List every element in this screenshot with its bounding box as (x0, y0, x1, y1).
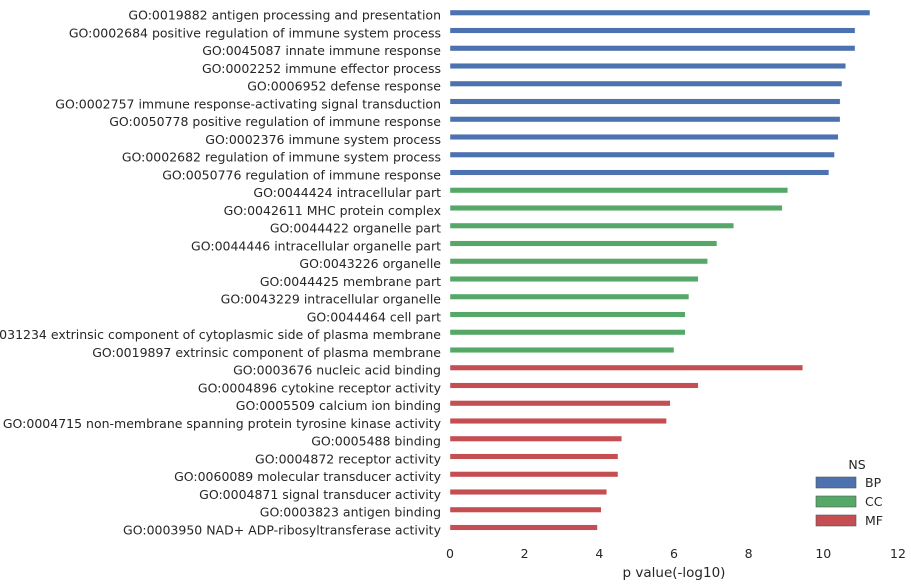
bar-mf (449, 435, 622, 442)
category-label: GO:0044425 membrane part (260, 274, 441, 289)
bar-bp (449, 98, 841, 105)
category-label: GO:0003823 antigen binding (260, 505, 441, 520)
bar-cc (449, 329, 686, 336)
category-label: GO:0002684 positive regulation of immune… (69, 25, 441, 40)
category-label: GO:0043226 organelle (299, 256, 441, 271)
bar-mf (449, 489, 607, 495)
category-label: GO:0044446 intracellular organelle part (191, 238, 441, 253)
x-axis-label: p value(-log10) (623, 565, 726, 581)
category-label: GO:0044464 cell part (307, 309, 441, 324)
bar-cc (449, 222, 734, 229)
category-label: GO:0002376 immune system process (205, 132, 441, 147)
x-tick-label: 4 (595, 546, 603, 561)
category-label: GO:0044424 intracellular part (253, 185, 441, 200)
bar-mf (449, 364, 803, 371)
category-label: GO:0042611 MHC protein complex (224, 203, 441, 218)
category-label: GO:0043229 intracellular organelle (221, 292, 442, 307)
category-label: GO:0004872 receptor activity (255, 451, 442, 466)
x-tick-label: 8 (745, 546, 753, 561)
bar-cc (449, 187, 789, 194)
category-label: GO:0003676 nucleic acid binding (233, 363, 441, 378)
bar-cc (449, 276, 699, 282)
bar-mf (449, 418, 667, 424)
bar-cc (449, 205, 783, 211)
legend-title: NS (848, 457, 865, 472)
category-label: GO:0004871 signal transducer activity (199, 487, 441, 502)
bar-bp (449, 134, 839, 140)
bar-cc (449, 311, 686, 318)
legend: NS BP CC MF (815, 457, 883, 528)
category-label: GO:0002682 regulation of immune system p… (122, 150, 441, 165)
category-label: GO:0003950 NAD+ ADP-ribosyltransferase a… (123, 522, 442, 537)
legend-swatch-bp (815, 476, 857, 489)
bar-bp (449, 45, 856, 52)
bar-mf (449, 524, 598, 531)
bar-mf (449, 453, 619, 460)
legend-label-bp: BP (865, 475, 882, 490)
legend-label-cc: CC (865, 494, 883, 509)
bar-mf (449, 400, 671, 407)
category-label: GO:0002757 immune response-activating si… (55, 96, 441, 111)
x-axis: 0 2 4 6 8 10 12 (446, 546, 906, 561)
legend-swatch-cc (815, 495, 857, 508)
category-label: GO:0002252 immune effector process (202, 61, 441, 76)
bar-cc (449, 240, 718, 247)
category-label: GO:0060089 molecular transducer activity (174, 469, 442, 484)
x-tick-label: 10 (815, 546, 831, 561)
legend-swatch-mf (815, 514, 857, 527)
bar-cc (449, 293, 690, 300)
bar-bp (449, 116, 841, 123)
bar-cc (449, 258, 708, 265)
bar-mf (449, 382, 699, 389)
bar-bp (449, 63, 846, 69)
category-label: GO:0006952 defense response (247, 79, 441, 94)
category-label: GO:0044422 organelle part (270, 221, 441, 236)
bar-bp (449, 169, 830, 176)
bar-bp (449, 151, 835, 158)
x-tick-label: 12 (890, 546, 906, 561)
category-label: GO:0050776 regulation of immune response (162, 167, 441, 182)
category-label: GO:0031234 extrinsic component of cytopl… (0, 327, 441, 342)
category-label: GO:0004896 cytokine receptor activity (198, 380, 442, 395)
category-label: GO:0050778 positive regulation of immune… (109, 114, 441, 129)
category-label: GO:0005488 binding (311, 434, 441, 449)
category-label: GO:0004715 non-membrane spanning protein… (3, 416, 442, 431)
legend-items: BP CC MF (815, 475, 883, 528)
bar-bp (449, 27, 856, 34)
category-label: GO:0019897 extrinsic component of plasma… (92, 345, 441, 360)
category-label: GO:0005509 calcium ion binding (236, 398, 441, 413)
bars-layer (449, 9, 871, 531)
x-tick-label: 6 (670, 546, 678, 561)
category-labels: GO:0019882 antigen processing and presen… (0, 8, 442, 538)
bar-bp (449, 80, 843, 87)
bar-bp (449, 9, 871, 16)
x-tick-label: 2 (521, 546, 529, 561)
bar-cc (449, 347, 675, 353)
bar-mf (449, 506, 602, 513)
category-label: GO:0045087 innate immune response (202, 43, 441, 58)
bar-mf (449, 471, 619, 478)
legend-label-mf: MF (865, 513, 883, 528)
category-label: GO:0019882 antigen processing and presen… (128, 8, 441, 23)
x-tick-label: 0 (446, 546, 454, 561)
